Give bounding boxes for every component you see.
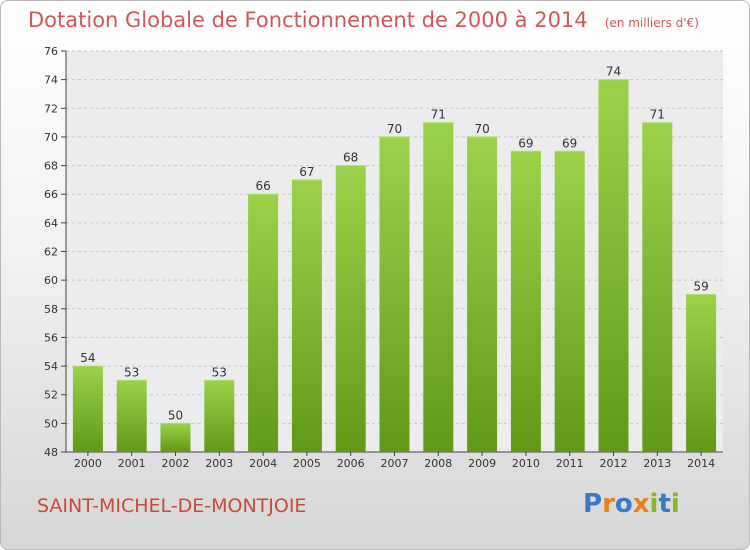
city-name: SAINT-MICHEL-DE-MONTJOIE [37, 495, 307, 517]
bar [116, 380, 147, 452]
x-tick-label: 2014 [687, 457, 715, 470]
bar-value-label: 59 [693, 279, 708, 293]
y-tick-label: 52 [44, 389, 58, 402]
x-tick-label: 2013 [643, 457, 671, 470]
logo-letter: t [658, 489, 671, 519]
bar-value-label: 71 [431, 108, 446, 122]
bar-layer [72, 79, 717, 453]
x-tick-label: 2001 [118, 457, 146, 470]
logo-letter: x [632, 489, 650, 519]
bar [160, 423, 191, 452]
x-tick-label: 2004 [249, 457, 277, 470]
chart-subtitle: (en milliers d'€) [604, 16, 699, 30]
logo-letter: i [649, 489, 659, 519]
y-tick-label: 58 [44, 303, 58, 316]
proxiti-logo: Proxiti [583, 489, 680, 519]
bar [510, 151, 541, 452]
logo-letter: P [583, 489, 603, 519]
x-tick-label: 2012 [600, 457, 628, 470]
x-tick-label: 2010 [512, 457, 540, 470]
chart-title: Dotation Globale de Fonctionnement de 20… [28, 8, 588, 32]
bar-value-label: 69 [518, 136, 533, 150]
logo-letter: o [614, 489, 633, 519]
bar-value-label: 53 [212, 365, 227, 379]
logo-letter: i [670, 489, 680, 519]
bar-value-label: 66 [255, 179, 270, 193]
bar [379, 136, 410, 452]
bar [686, 294, 717, 452]
bar-value-label: 71 [650, 108, 665, 122]
bar [248, 194, 279, 452]
bar-value-label: 70 [387, 122, 402, 136]
x-tick-label: 2007 [381, 457, 409, 470]
axis-layer: 48 50 52 54 56 58 60 62 64 66 68 70 72 74 76 2000 2001 20… [44, 45, 723, 470]
x-tick-label: 2005 [293, 457, 321, 470]
bar [467, 136, 498, 452]
bar-value-label: 69 [562, 136, 577, 150]
bar-value-label: 50 [168, 408, 183, 422]
y-tick-label: 60 [44, 274, 58, 287]
bar-value-label: 54 [80, 351, 95, 365]
title-row: Dotation Globale de Fonctionnement de 20… [28, 8, 699, 32]
x-tick-label: 2008 [424, 457, 452, 470]
bar-value-label: 53 [124, 365, 139, 379]
y-tick-label: 68 [44, 160, 58, 173]
bar [335, 165, 366, 453]
bar-value-label: 67 [299, 165, 314, 179]
bar-value-label: 74 [606, 65, 621, 79]
x-tick-label: 2002 [162, 457, 190, 470]
bar [598, 79, 629, 453]
logo-letter: r [602, 489, 615, 519]
bar [423, 122, 454, 452]
y-tick-label: 54 [44, 360, 58, 373]
bar [204, 380, 235, 452]
bar-value-label: 70 [474, 122, 489, 136]
label-layer: 54 53 50 53 66 67 68 70 71 70 69 69 74 71 59 [80, 65, 708, 423]
y-tick-label: 62 [44, 246, 58, 259]
y-tick-label: 56 [44, 331, 58, 344]
x-tick-label: 2000 [74, 457, 102, 470]
bar-value-label: 68 [343, 151, 358, 165]
bar [72, 366, 103, 452]
x-tick-label: 2006 [337, 457, 365, 470]
y-tick-label: 72 [44, 102, 58, 115]
y-tick-label: 66 [44, 188, 58, 201]
y-tick-label: 76 [44, 45, 58, 58]
x-tick-label: 2003 [205, 457, 233, 470]
y-tick-label: 48 [44, 446, 58, 459]
y-tick-label: 74 [44, 74, 58, 87]
y-tick-label: 70 [44, 131, 58, 144]
x-tick-label: 2011 [556, 457, 584, 470]
y-tick-label: 50 [44, 417, 58, 430]
y-tick-label: 64 [44, 217, 58, 230]
bar [554, 151, 585, 452]
bar [291, 179, 322, 452]
x-tick-label: 2009 [468, 457, 496, 470]
bar [642, 122, 673, 452]
